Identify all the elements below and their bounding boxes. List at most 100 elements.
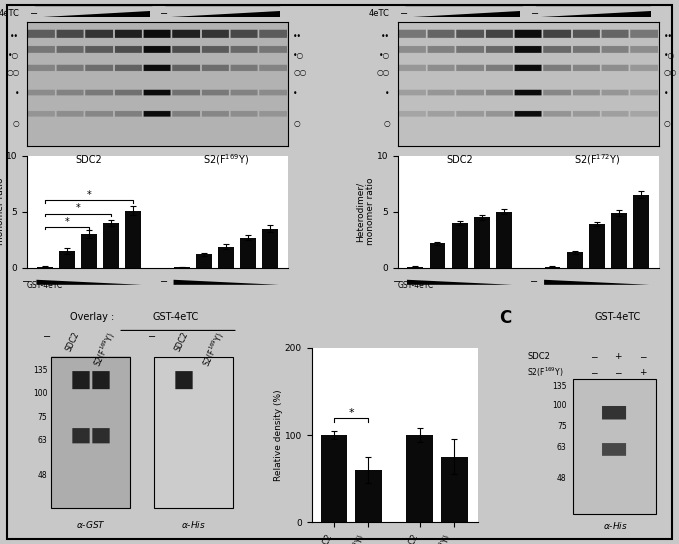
Text: 63: 63 bbox=[557, 443, 566, 452]
Text: •: • bbox=[293, 89, 298, 98]
Text: SDC2: SDC2 bbox=[446, 156, 473, 165]
Polygon shape bbox=[407, 280, 512, 285]
Text: ○○: ○○ bbox=[293, 68, 306, 77]
Bar bbox=[496, 212, 512, 268]
Text: ••: •• bbox=[10, 32, 19, 41]
Text: GST-4eTC: GST-4eTC bbox=[595, 312, 641, 322]
Text: $\alpha$-His: $\alpha$-His bbox=[603, 521, 628, 531]
Text: −: − bbox=[590, 352, 598, 361]
Text: −: − bbox=[147, 331, 155, 342]
Bar bbox=[633, 195, 649, 268]
Text: SDC2: SDC2 bbox=[173, 330, 190, 353]
Text: −: − bbox=[43, 331, 52, 342]
Text: 4eTC: 4eTC bbox=[0, 9, 19, 18]
Bar bbox=[103, 223, 119, 268]
Text: SDC2: SDC2 bbox=[528, 352, 550, 361]
Polygon shape bbox=[43, 10, 150, 17]
Text: ○: ○ bbox=[293, 119, 300, 128]
Text: $\alpha$-GST: $\alpha$-GST bbox=[75, 519, 105, 530]
Polygon shape bbox=[414, 10, 520, 17]
Text: 4eTC: 4eTC bbox=[369, 9, 390, 18]
Y-axis label: Heterodimer/
monomer ratio: Heterodimer/ monomer ratio bbox=[0, 178, 5, 245]
Bar bbox=[474, 218, 490, 268]
Text: *: * bbox=[348, 407, 354, 418]
Text: SDC2: SDC2 bbox=[65, 330, 81, 353]
Text: GST-4eTC: GST-4eTC bbox=[397, 281, 433, 290]
Bar bbox=[573, 379, 656, 514]
Text: −: − bbox=[590, 368, 598, 377]
Text: GST-4eTC: GST-4eTC bbox=[153, 312, 199, 322]
Text: +: + bbox=[614, 352, 622, 361]
Text: S2(F$^{169}$Y): S2(F$^{169}$Y) bbox=[528, 366, 564, 379]
Text: ○○: ○○ bbox=[377, 68, 390, 77]
Text: 75: 75 bbox=[557, 422, 566, 431]
Text: C: C bbox=[499, 309, 511, 327]
Text: •: • bbox=[386, 89, 390, 98]
Text: GST-4eTC: GST-4eTC bbox=[26, 281, 63, 290]
Bar bbox=[263, 228, 278, 268]
Text: −: − bbox=[400, 9, 408, 18]
Polygon shape bbox=[37, 280, 142, 285]
Text: 48: 48 bbox=[38, 471, 48, 480]
Bar bbox=[589, 224, 605, 268]
Text: •○: •○ bbox=[664, 51, 675, 60]
Bar bbox=[320, 435, 348, 522]
Text: S2(F$^{172}$Y): S2(F$^{172}$Y) bbox=[566, 0, 615, 1]
Text: ○: ○ bbox=[13, 119, 19, 128]
Text: ○: ○ bbox=[664, 119, 670, 128]
Polygon shape bbox=[170, 10, 280, 17]
Text: SDC2: SDC2 bbox=[75, 156, 103, 165]
Text: ○○: ○○ bbox=[664, 68, 677, 77]
Bar bbox=[567, 252, 583, 268]
Polygon shape bbox=[174, 280, 279, 285]
Text: ••: •• bbox=[381, 32, 390, 41]
Bar bbox=[430, 243, 445, 268]
Bar bbox=[545, 267, 560, 268]
Text: $\alpha$-His: $\alpha$-His bbox=[181, 519, 206, 530]
Y-axis label: Heterodimer/
monomer ratio: Heterodimer/ monomer ratio bbox=[356, 178, 375, 245]
Text: −: − bbox=[614, 368, 622, 377]
Bar bbox=[37, 267, 53, 268]
Text: SDC2: SDC2 bbox=[81, 0, 109, 1]
Text: *: * bbox=[65, 217, 69, 227]
Text: ••: •• bbox=[293, 32, 302, 41]
Text: SDC2: SDC2 bbox=[452, 0, 480, 1]
Text: −: − bbox=[639, 352, 646, 361]
Bar bbox=[196, 255, 212, 268]
Text: •○: •○ bbox=[8, 51, 19, 60]
Text: S2(F$^{169}$Y): S2(F$^{169}$Y) bbox=[200, 330, 227, 369]
Text: •○: •○ bbox=[293, 51, 304, 60]
Bar bbox=[441, 457, 468, 522]
Bar bbox=[611, 213, 627, 268]
Bar bbox=[81, 234, 97, 268]
Text: 100: 100 bbox=[552, 401, 566, 410]
Text: S2(F$^{169}$Y): S2(F$^{169}$Y) bbox=[90, 330, 118, 369]
Text: −: − bbox=[22, 277, 31, 287]
Text: S2(F$^{169}$Y): S2(F$^{169}$Y) bbox=[196, 0, 244, 1]
Bar bbox=[407, 267, 423, 268]
Bar bbox=[59, 251, 75, 268]
Text: 135: 135 bbox=[552, 382, 566, 391]
Text: Overlay :: Overlay : bbox=[70, 312, 114, 322]
Text: ••: •• bbox=[664, 32, 673, 41]
Text: ○○: ○○ bbox=[6, 68, 19, 77]
Text: •: • bbox=[15, 89, 19, 98]
Text: •○: •○ bbox=[379, 51, 390, 60]
Text: +: + bbox=[639, 368, 646, 377]
Bar bbox=[355, 470, 382, 522]
Text: 63: 63 bbox=[38, 436, 48, 445]
Text: −: − bbox=[30, 9, 38, 18]
Text: ○: ○ bbox=[383, 119, 390, 128]
Text: *: * bbox=[75, 203, 80, 213]
Polygon shape bbox=[544, 280, 649, 285]
Bar bbox=[218, 246, 234, 268]
Bar bbox=[154, 356, 233, 508]
Text: 135: 135 bbox=[33, 366, 48, 375]
Text: 100: 100 bbox=[33, 389, 48, 398]
Text: −: − bbox=[160, 277, 168, 287]
Text: −: − bbox=[393, 277, 401, 287]
Bar bbox=[126, 211, 141, 268]
Text: −: − bbox=[160, 9, 168, 18]
Bar bbox=[452, 223, 468, 268]
Text: 75: 75 bbox=[38, 413, 48, 422]
